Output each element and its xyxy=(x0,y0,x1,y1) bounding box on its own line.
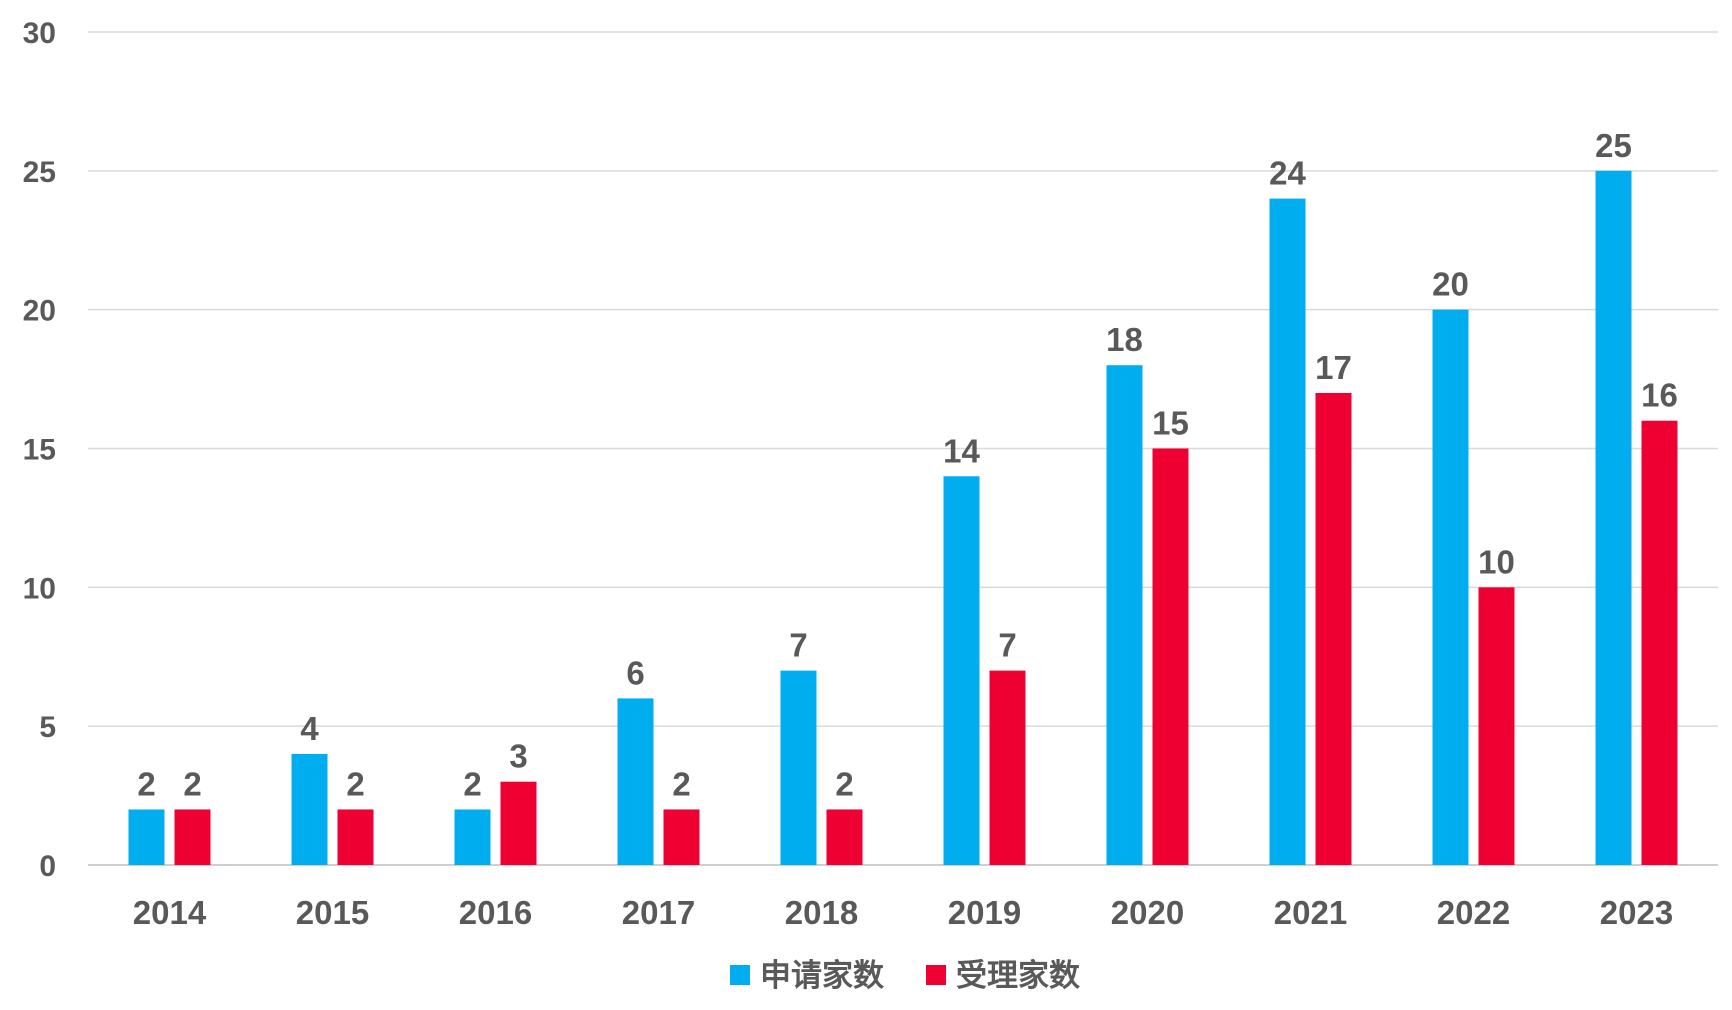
bar xyxy=(989,670,1026,865)
data-label: 15 xyxy=(1152,405,1189,442)
bar xyxy=(1641,420,1678,865)
y-tick-label: 25 xyxy=(23,156,56,189)
x-tick-label: 2015 xyxy=(296,894,369,931)
legend-item: 受理家数 xyxy=(926,958,1080,994)
gridlines xyxy=(88,31,1718,866)
data-label: 2 xyxy=(672,765,690,802)
data-label: 2 xyxy=(183,765,201,802)
bar xyxy=(1315,392,1352,865)
legend: 申请家数 受理家数 xyxy=(730,958,1080,994)
y-tick-label: 10 xyxy=(23,572,56,605)
x-axis-ticks: 2014 2015 2016 2017 2018 2019 2020 2021 2022 2023 xyxy=(133,894,1673,931)
bar xyxy=(337,809,374,865)
bar xyxy=(826,809,863,865)
legend-swatch xyxy=(926,965,946,985)
legend-label: 受理家数 xyxy=(956,958,1080,994)
x-tick-label: 2016 xyxy=(459,894,532,931)
y-tick-label: 5 xyxy=(39,711,56,744)
bar xyxy=(1152,448,1189,865)
y-tick-label: 30 xyxy=(23,17,56,50)
data-label: 10 xyxy=(1478,543,1515,580)
data-label: 7 xyxy=(789,627,807,664)
x-tick-label: 2018 xyxy=(785,894,858,931)
data-label: 6 xyxy=(626,654,644,691)
data-label: 24 xyxy=(1269,155,1306,192)
x-tick-label: 2014 xyxy=(133,894,207,931)
y-axis-ticks: 0 5 10 15 20 25 30 xyxy=(23,17,56,883)
legend-swatch xyxy=(730,965,750,985)
bar xyxy=(663,809,700,865)
legend-label: 申请家数 xyxy=(760,958,884,994)
bar xyxy=(943,476,980,865)
y-tick-label: 20 xyxy=(23,295,56,328)
bar xyxy=(1595,170,1632,866)
x-tick-label: 2020 xyxy=(1111,894,1184,931)
data-label: 17 xyxy=(1315,349,1352,386)
data-label: 3 xyxy=(509,738,527,775)
bar xyxy=(617,698,654,865)
bar xyxy=(780,670,817,865)
bar xyxy=(1432,309,1469,866)
bar xyxy=(454,809,491,865)
data-label: 2 xyxy=(835,765,853,802)
data-label: 2 xyxy=(137,765,155,802)
x-tick-label: 2019 xyxy=(948,894,1021,931)
data-label: 7 xyxy=(998,627,1016,664)
x-tick-label: 2023 xyxy=(1600,894,1673,931)
y-tick-label: 0 xyxy=(39,850,56,883)
data-label: 16 xyxy=(1641,377,1678,414)
bar xyxy=(128,809,165,865)
bar xyxy=(500,781,537,865)
bars xyxy=(128,170,1678,866)
y-tick-label: 15 xyxy=(23,434,56,467)
data-label: 14 xyxy=(943,432,980,469)
data-label: 2 xyxy=(463,765,481,802)
data-label: 4 xyxy=(300,710,319,747)
x-tick-label: 2022 xyxy=(1437,894,1510,931)
x-tick-label: 2021 xyxy=(1274,894,1347,931)
bar xyxy=(1106,365,1143,865)
bar xyxy=(174,809,211,865)
data-label: 20 xyxy=(1432,266,1469,303)
data-label: 25 xyxy=(1595,127,1632,164)
bar xyxy=(291,753,328,865)
bar xyxy=(1269,198,1306,866)
data-label: 18 xyxy=(1106,321,1143,358)
legend-item: 申请家数 xyxy=(730,958,884,994)
x-tick-label: 2017 xyxy=(622,894,695,931)
bar xyxy=(1478,587,1515,865)
data-label: 2 xyxy=(346,765,364,802)
